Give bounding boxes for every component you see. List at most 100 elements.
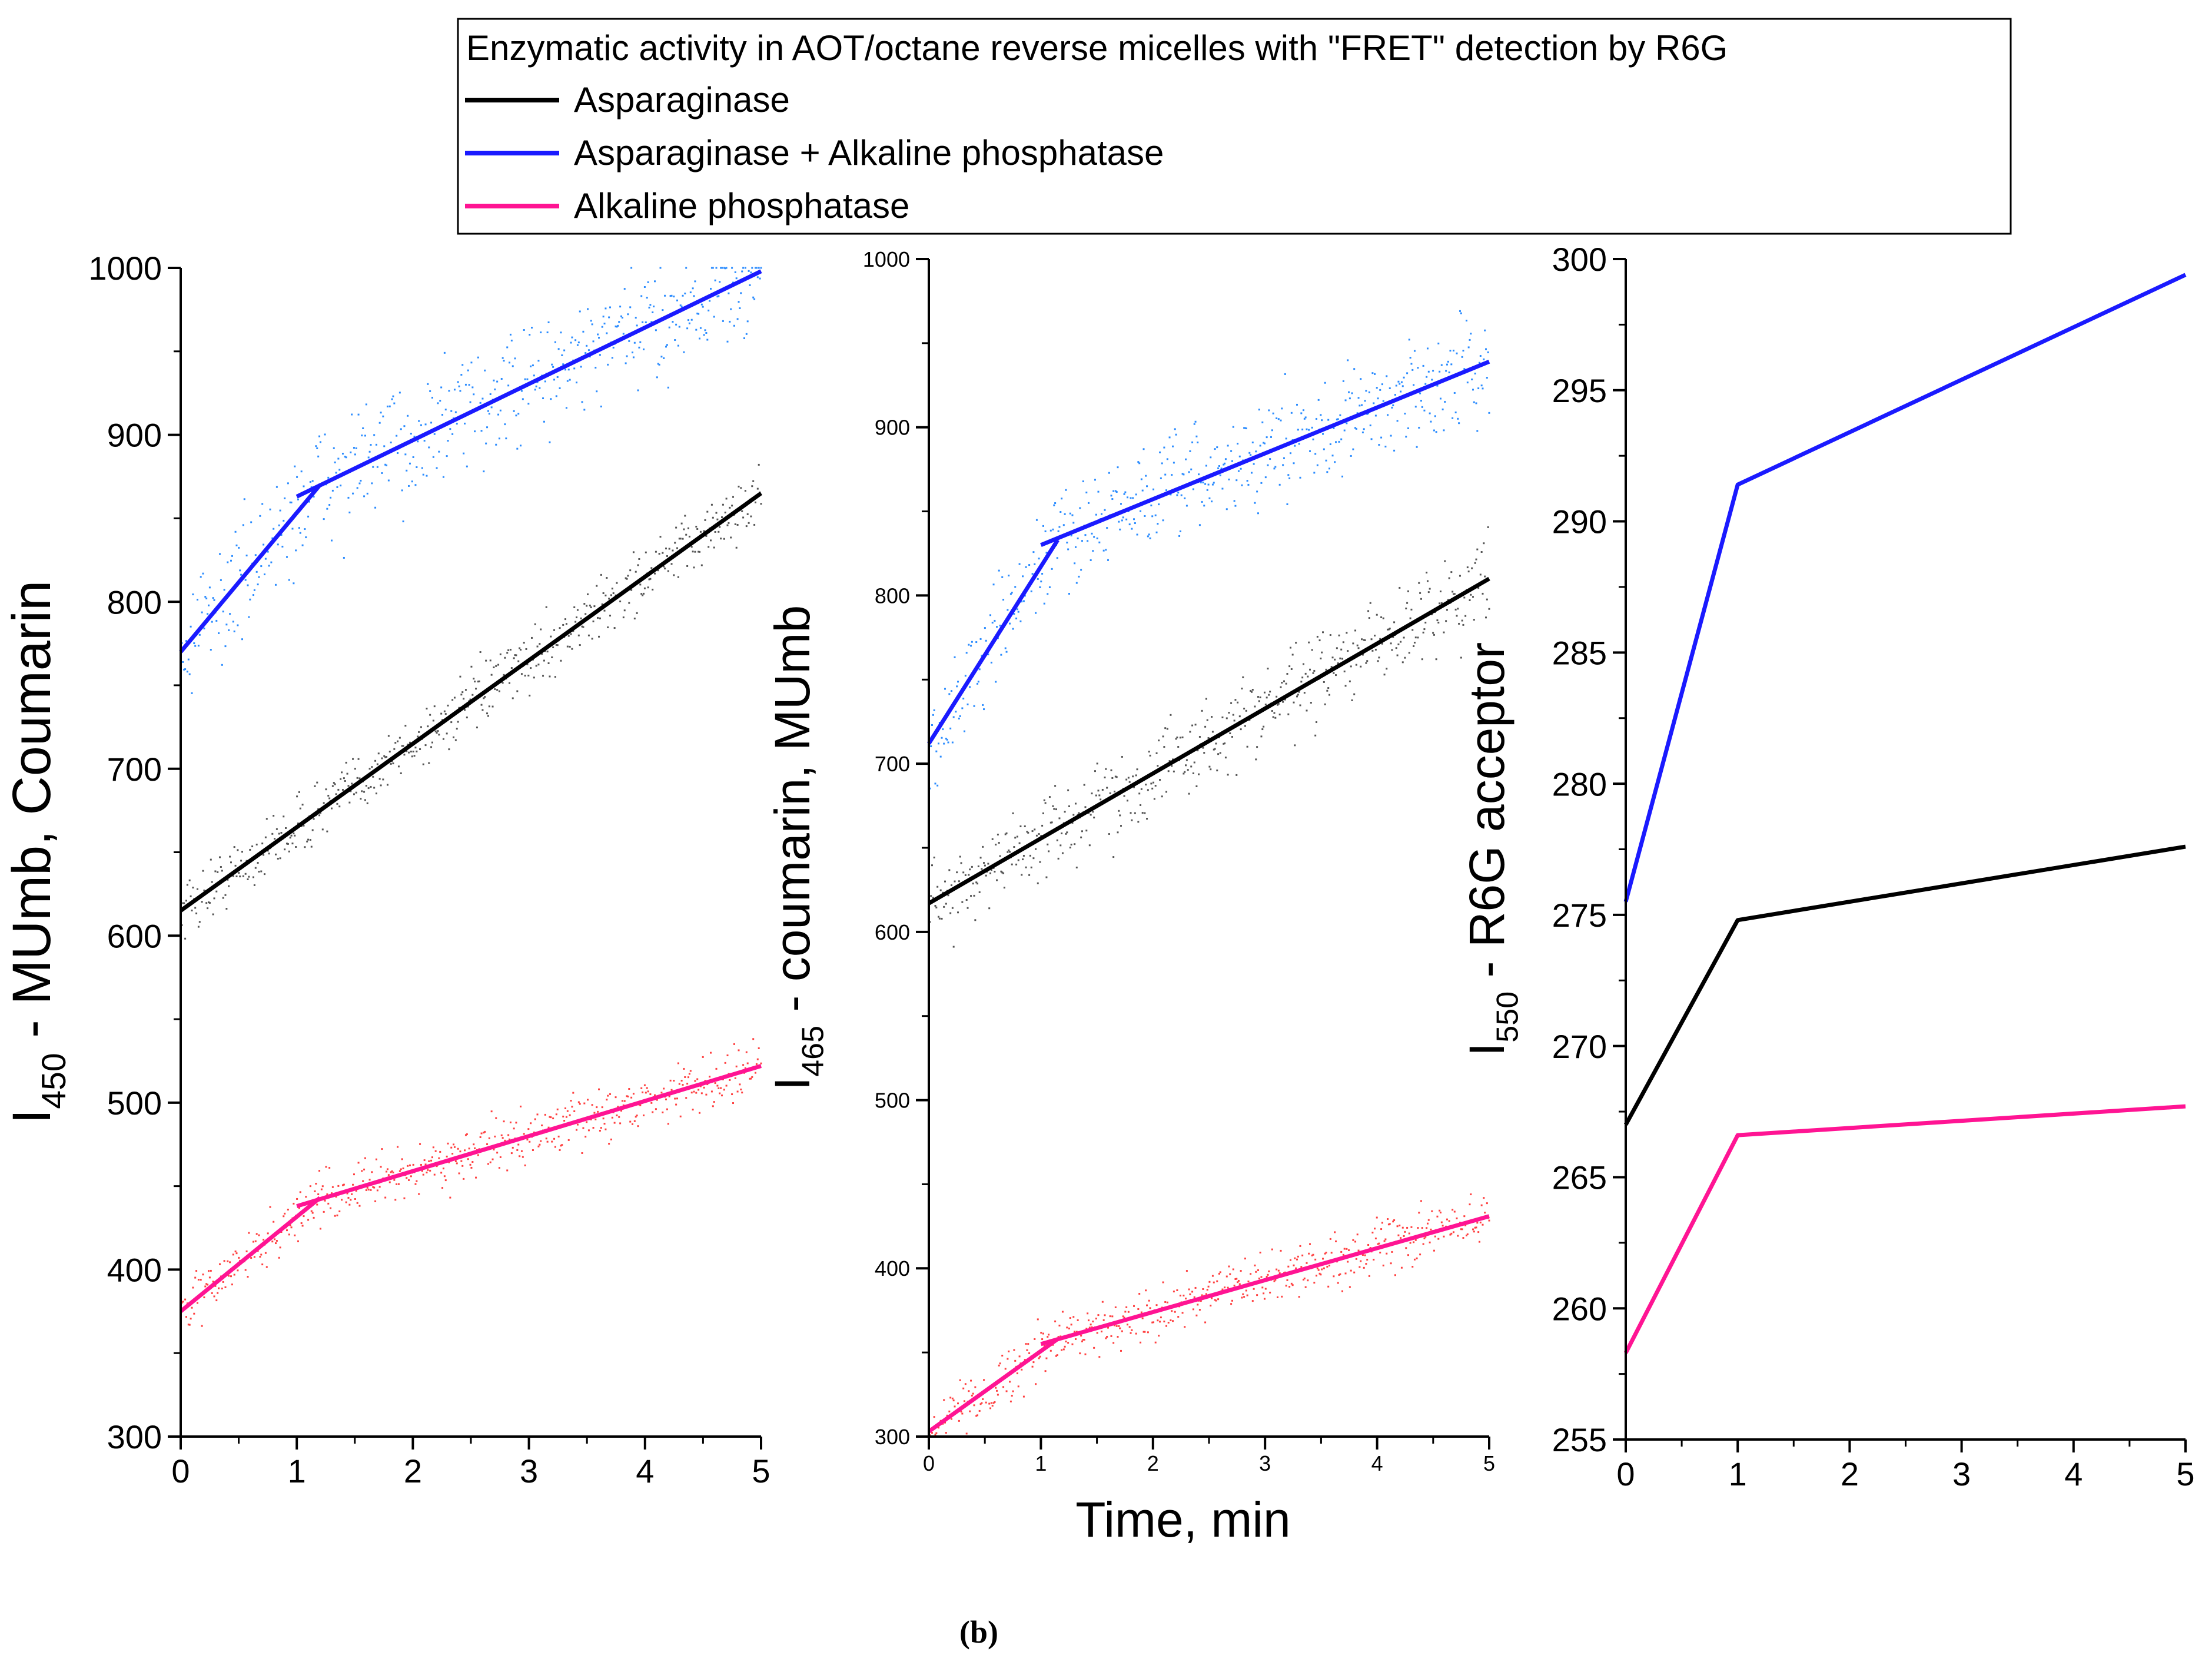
scatter-point — [296, 795, 298, 798]
scatter-point — [1241, 687, 1243, 689]
scatter-point — [591, 323, 593, 326]
series-line — [296, 1064, 762, 1209]
scatter-point — [1323, 1267, 1325, 1269]
scatter-point — [1427, 591, 1430, 593]
scatter-point — [268, 853, 270, 855]
scatter-point — [1383, 674, 1386, 676]
scatter-point — [248, 616, 250, 618]
scatter-point — [1030, 866, 1032, 868]
scatter-point — [1072, 814, 1075, 816]
scatter-point — [408, 485, 410, 487]
scatter-point — [1478, 361, 1480, 364]
scatter-point — [410, 1175, 412, 1178]
scatter-point — [466, 717, 468, 719]
scatter-point — [1132, 497, 1134, 499]
scatter-point — [735, 277, 738, 280]
scatter-point — [352, 758, 354, 760]
scatter-point — [719, 281, 721, 283]
scatter-point — [1258, 700, 1260, 702]
scatter-point — [457, 381, 459, 383]
scatter-point — [432, 1146, 434, 1149]
scatter-point — [1082, 1339, 1084, 1341]
scatter-point — [600, 573, 602, 576]
scatter-point — [1094, 770, 1096, 772]
scatter-point — [1061, 852, 1064, 854]
scatter-point — [309, 839, 311, 841]
scatter-point — [410, 433, 412, 435]
scatter-point — [985, 874, 987, 877]
scatter-point — [300, 1222, 303, 1225]
scatter-point — [643, 286, 646, 288]
scatter-point — [978, 1409, 981, 1412]
scatter-point — [1201, 500, 1203, 503]
scatter-point — [1078, 812, 1080, 814]
scatter-point — [646, 297, 648, 299]
scatter-point — [725, 267, 728, 269]
scatter-point — [1380, 436, 1383, 439]
y-axis-label-rest: - MUmb, Coumarin — [2, 581, 62, 1053]
scatter-point — [353, 447, 355, 449]
scatter-point — [1390, 642, 1392, 645]
scatter-point — [1369, 424, 1371, 427]
scatter-point — [263, 543, 265, 546]
scatter-point — [690, 319, 693, 321]
scatter-point — [1431, 1210, 1433, 1212]
scatter-point — [686, 565, 689, 567]
scatter-point — [1074, 802, 1077, 805]
scatter-point — [1411, 629, 1414, 631]
scatter-point — [1056, 557, 1058, 559]
scatter-point — [982, 845, 984, 848]
scatter-point — [1088, 1326, 1091, 1329]
scatter-point — [695, 525, 698, 528]
scatter-point — [1347, 359, 1349, 361]
scatter-point — [1311, 649, 1313, 651]
scatter-point — [1015, 617, 1018, 619]
scatter-point — [296, 1198, 298, 1200]
scatter-point — [392, 762, 394, 765]
scatter-point — [343, 777, 345, 780]
scatter-point — [334, 1215, 336, 1217]
scatter-point — [629, 569, 632, 572]
scatter-point — [749, 284, 751, 286]
scatter-point — [1084, 1353, 1087, 1355]
scatter-point — [438, 734, 440, 736]
scatter-point — [683, 351, 685, 353]
scatter-point — [1299, 476, 1301, 479]
scatter-point — [948, 693, 951, 695]
scatter-point — [397, 1146, 399, 1148]
scatter-point — [1367, 1243, 1370, 1246]
scatter-point — [187, 658, 190, 661]
scatter-point — [1246, 1294, 1248, 1296]
scatter-point — [1034, 828, 1036, 831]
scatter-point — [391, 398, 393, 400]
scatter-point — [1377, 660, 1379, 662]
scatter-point — [1210, 456, 1212, 459]
scatter-point — [582, 626, 584, 628]
scatter-point — [1381, 642, 1383, 645]
scatter-point — [1313, 1282, 1316, 1284]
scatter-point — [194, 1276, 197, 1279]
scatter-point — [1198, 773, 1200, 775]
scatter-point — [1370, 638, 1373, 641]
scatter-point — [1122, 1315, 1124, 1318]
scatter-point — [1260, 1276, 1263, 1278]
scatter-point — [392, 395, 394, 397]
scatter-point — [1380, 1228, 1383, 1230]
scatter-point — [337, 788, 340, 791]
scatter-point — [1306, 1262, 1308, 1264]
scatter-point — [969, 686, 971, 688]
scatter-point — [616, 326, 618, 328]
scatter-point — [956, 685, 958, 688]
scatter-point — [466, 465, 468, 467]
scatter-point — [581, 401, 583, 403]
scatter-point — [341, 1184, 344, 1186]
scatter-point — [448, 1161, 450, 1163]
scatter-point — [729, 506, 731, 509]
scatter-point — [1416, 446, 1418, 448]
scatter-point — [1243, 708, 1246, 710]
scatter-point — [1022, 855, 1025, 857]
scatter-point — [225, 623, 228, 626]
scatter-point — [1435, 431, 1437, 433]
scatter-point — [396, 1183, 398, 1185]
scatter-point — [241, 851, 243, 853]
